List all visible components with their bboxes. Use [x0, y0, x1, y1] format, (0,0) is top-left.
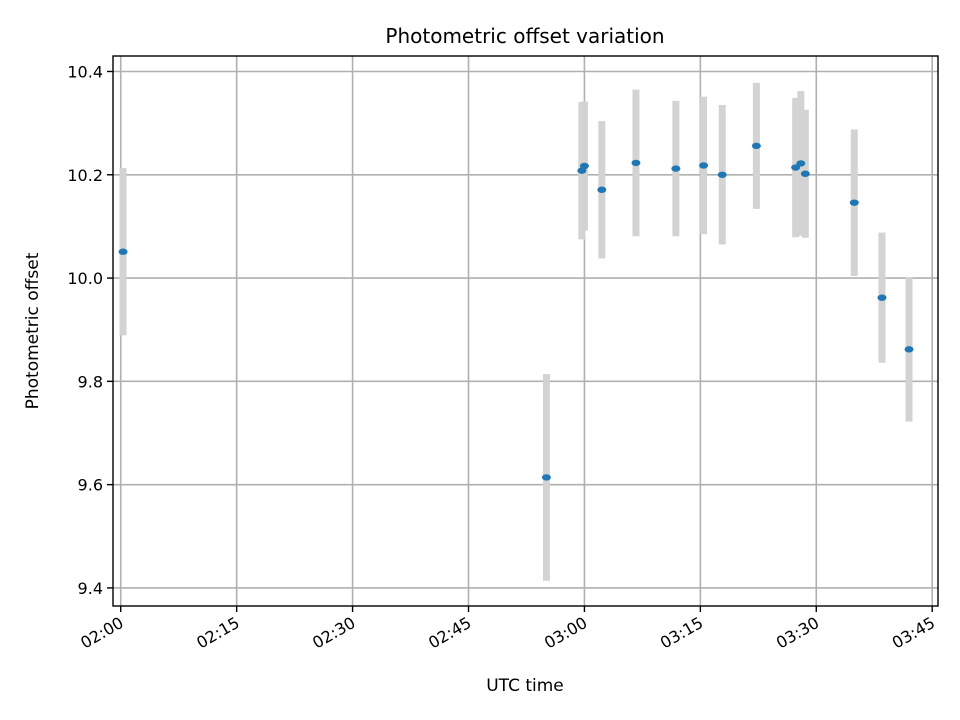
- data-point: [791, 164, 801, 171]
- y-axis-label: Photometric offset: [23, 252, 43, 409]
- y-tick-label: 10.2: [67, 166, 103, 185]
- x-tick-label: 03:30: [773, 613, 822, 653]
- x-tick-label: 02:15: [193, 613, 242, 653]
- x-tick-label: 03:45: [889, 613, 938, 653]
- plot-frame: [112, 55, 939, 607]
- data-point: [631, 159, 641, 167]
- x-tick-label: 02:45: [425, 613, 474, 653]
- x-tick-label: 02:00: [77, 613, 126, 653]
- x-axis-label: UTC time: [486, 676, 564, 696]
- data-point: [118, 248, 128, 255]
- data-point: [579, 162, 589, 170]
- grid-lines: [113, 56, 938, 606]
- data-point: [717, 171, 727, 178]
- data-points: [118, 142, 914, 481]
- x-tick-label: 03:15: [657, 613, 706, 653]
- data-point: [699, 162, 709, 169]
- y-tick-label: 9.4: [78, 579, 103, 598]
- data-point: [597, 186, 607, 193]
- data-point: [796, 160, 806, 167]
- error-bars: [119, 82, 913, 581]
- y-tick-label: 10.0: [67, 269, 103, 288]
- data-point: [877, 294, 887, 301]
- x-tick-label: 02:30: [309, 613, 358, 653]
- data-point: [671, 165, 681, 172]
- data-point: [904, 346, 914, 353]
- chart-title: Photometric offset variation: [385, 24, 664, 48]
- data-point: [541, 474, 551, 481]
- y-axis-ticks: 9.4 9.6 9.8 10.0 10.2 10.4: [67, 62, 113, 598]
- data-point: [800, 170, 810, 177]
- y-tick-label: 9.8: [78, 372, 103, 391]
- x-tick-label: 03:00: [541, 613, 590, 653]
- y-tick-label: 9.6: [78, 476, 103, 495]
- x-axis-ticks: 02:00 02:15 02:30 02:45 03:00 03:15 03:30 03:45: [77, 606, 938, 653]
- y-tick-label: 10.4: [67, 62, 103, 81]
- data-point: [849, 199, 859, 206]
- data-point: [751, 142, 761, 150]
